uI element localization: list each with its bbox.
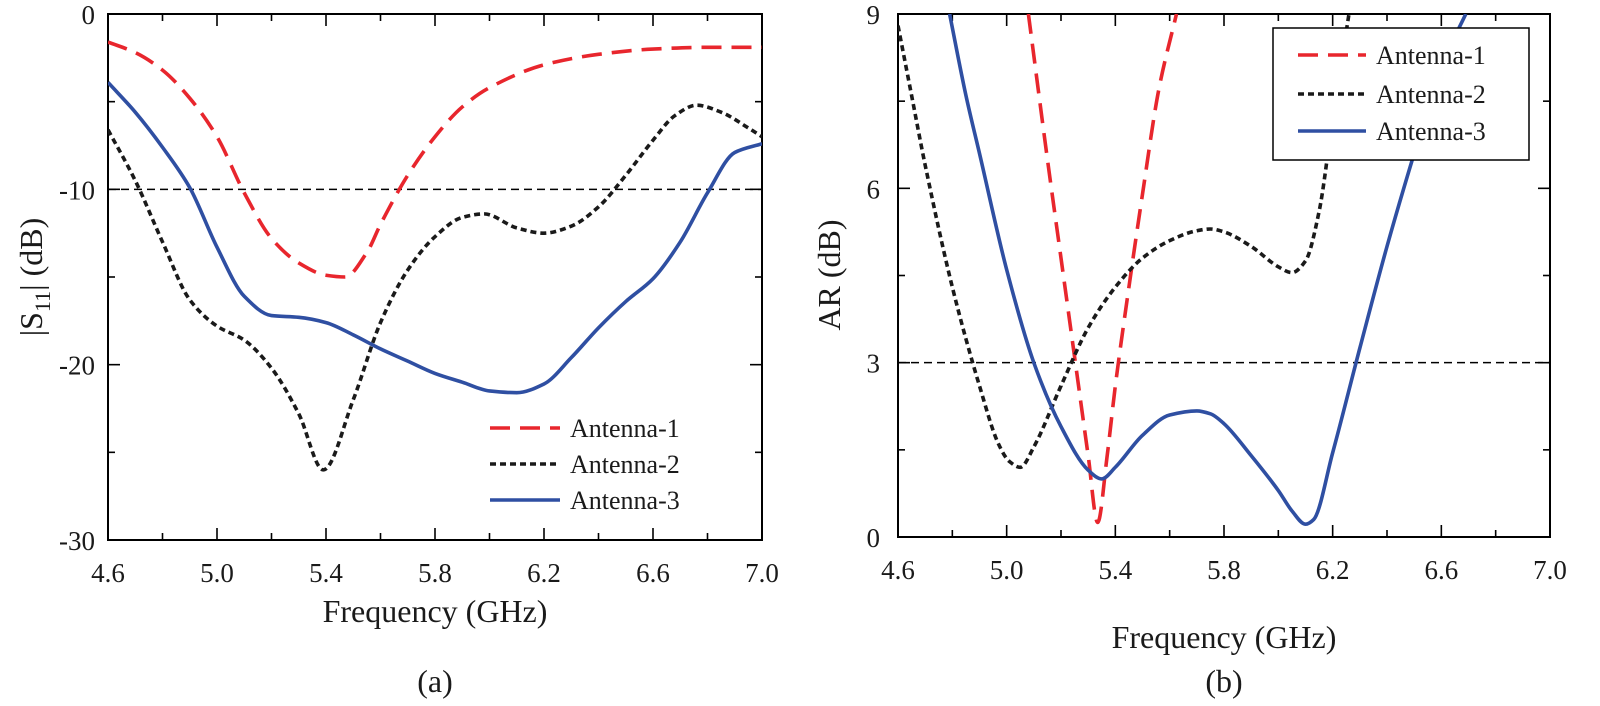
legend-label-antenna-3: Antenna-3 bbox=[570, 486, 680, 515]
y-tick-label: 9 bbox=[867, 0, 881, 30]
y-tick-label: -30 bbox=[59, 526, 95, 556]
x-tick-label: 5.4 bbox=[1098, 555, 1132, 585]
x-tick-label: 4.6 bbox=[91, 558, 125, 588]
x-tick-label: 5.8 bbox=[418, 558, 452, 588]
series-line-antenna-1 bbox=[108, 40, 762, 279]
panel-a-y-tick-labels: -30 -20 -10 0 bbox=[59, 0, 95, 556]
y-tick-label: 0 bbox=[82, 0, 96, 30]
panel-b-caption: (b) bbox=[1205, 663, 1242, 699]
x-tick-label: 5.8 bbox=[1207, 555, 1241, 585]
legend-label-antenna-1: Antenna-1 bbox=[570, 414, 680, 443]
x-tick-label: 4.6 bbox=[881, 555, 915, 585]
x-tick-label: 7.0 bbox=[1533, 555, 1567, 585]
x-tick-label: 5.0 bbox=[990, 555, 1024, 585]
x-tick-label: 6.6 bbox=[636, 558, 670, 588]
y-tick-label: 3 bbox=[867, 349, 881, 379]
legend-label-antenna-1: Antenna-1 bbox=[1376, 41, 1486, 70]
y-tick-label: 0 bbox=[867, 523, 881, 553]
panel-b-y-axis-title: AR (dB) bbox=[811, 219, 847, 330]
panel-a-series bbox=[108, 40, 762, 472]
y-tick-label: -10 bbox=[59, 175, 95, 205]
x-tick-label: 5.0 bbox=[200, 558, 234, 588]
x-tick-label: 6.2 bbox=[1316, 555, 1350, 585]
panel-b-series bbox=[898, 14, 1468, 527]
legend-label-antenna-3: Antenna-3 bbox=[1376, 117, 1486, 146]
legend-label-antenna-2: Antenna-2 bbox=[1376, 80, 1486, 109]
series-line-antenna-3 bbox=[947, 14, 1468, 527]
panel-a-x-tick-labels: 4.6 5.0 5.4 5.8 6.2 6.6 7.0 bbox=[91, 558, 779, 588]
legend-label-antenna-2: Antenna-2 bbox=[570, 450, 680, 479]
y-tick-label: -20 bbox=[59, 351, 95, 381]
x-tick-label: 5.4 bbox=[309, 558, 343, 588]
panel-b-legend: Antenna-1 Antenna-2 Antenna-3 bbox=[1272, 27, 1530, 161]
x-tick-label: 7.0 bbox=[745, 558, 779, 588]
panel-a-x-axis-title: Frequency (GHz) bbox=[323, 593, 548, 629]
panel-a-y-axis-title: |S11| (dB) bbox=[13, 218, 55, 336]
y-tick-label: 6 bbox=[867, 174, 881, 204]
panel-b-legend-box bbox=[1272, 27, 1530, 161]
panel-b-x-tick-labels: 4.6 5.0 5.4 5.8 6.2 6.6 7.0 bbox=[881, 555, 1567, 585]
x-tick-label: 6.2 bbox=[527, 558, 561, 588]
x-tick-label: 6.6 bbox=[1424, 555, 1458, 585]
series-line-antenna-1 bbox=[1026, 14, 1179, 525]
panel-b-x-axis-title: Frequency (GHz) bbox=[1112, 619, 1337, 655]
panel-a-legend: Antenna-1 Antenna-2 Antenna-3 bbox=[490, 414, 680, 515]
series-line-antenna-2 bbox=[898, 14, 1351, 470]
series-line-antenna-3 bbox=[108, 81, 762, 395]
panel-b-y-tick-labels: 0 3 6 9 bbox=[867, 0, 881, 553]
panel-b-axial-ratio-chart: 4.6 5.0 5.4 5.8 6.2 6.6 7.0 0 3 6 9 Antenna-1 Ant… bbox=[811, 0, 1567, 699]
panel-a-tick-marks bbox=[107, 13, 763, 541]
panel-a-s11-chart: 4.6 5.0 5.4 5.8 6.2 6.6 7.0 -30 -20 -10 0 Antenna… bbox=[13, 0, 779, 699]
panel-a-caption: (a) bbox=[417, 663, 453, 699]
